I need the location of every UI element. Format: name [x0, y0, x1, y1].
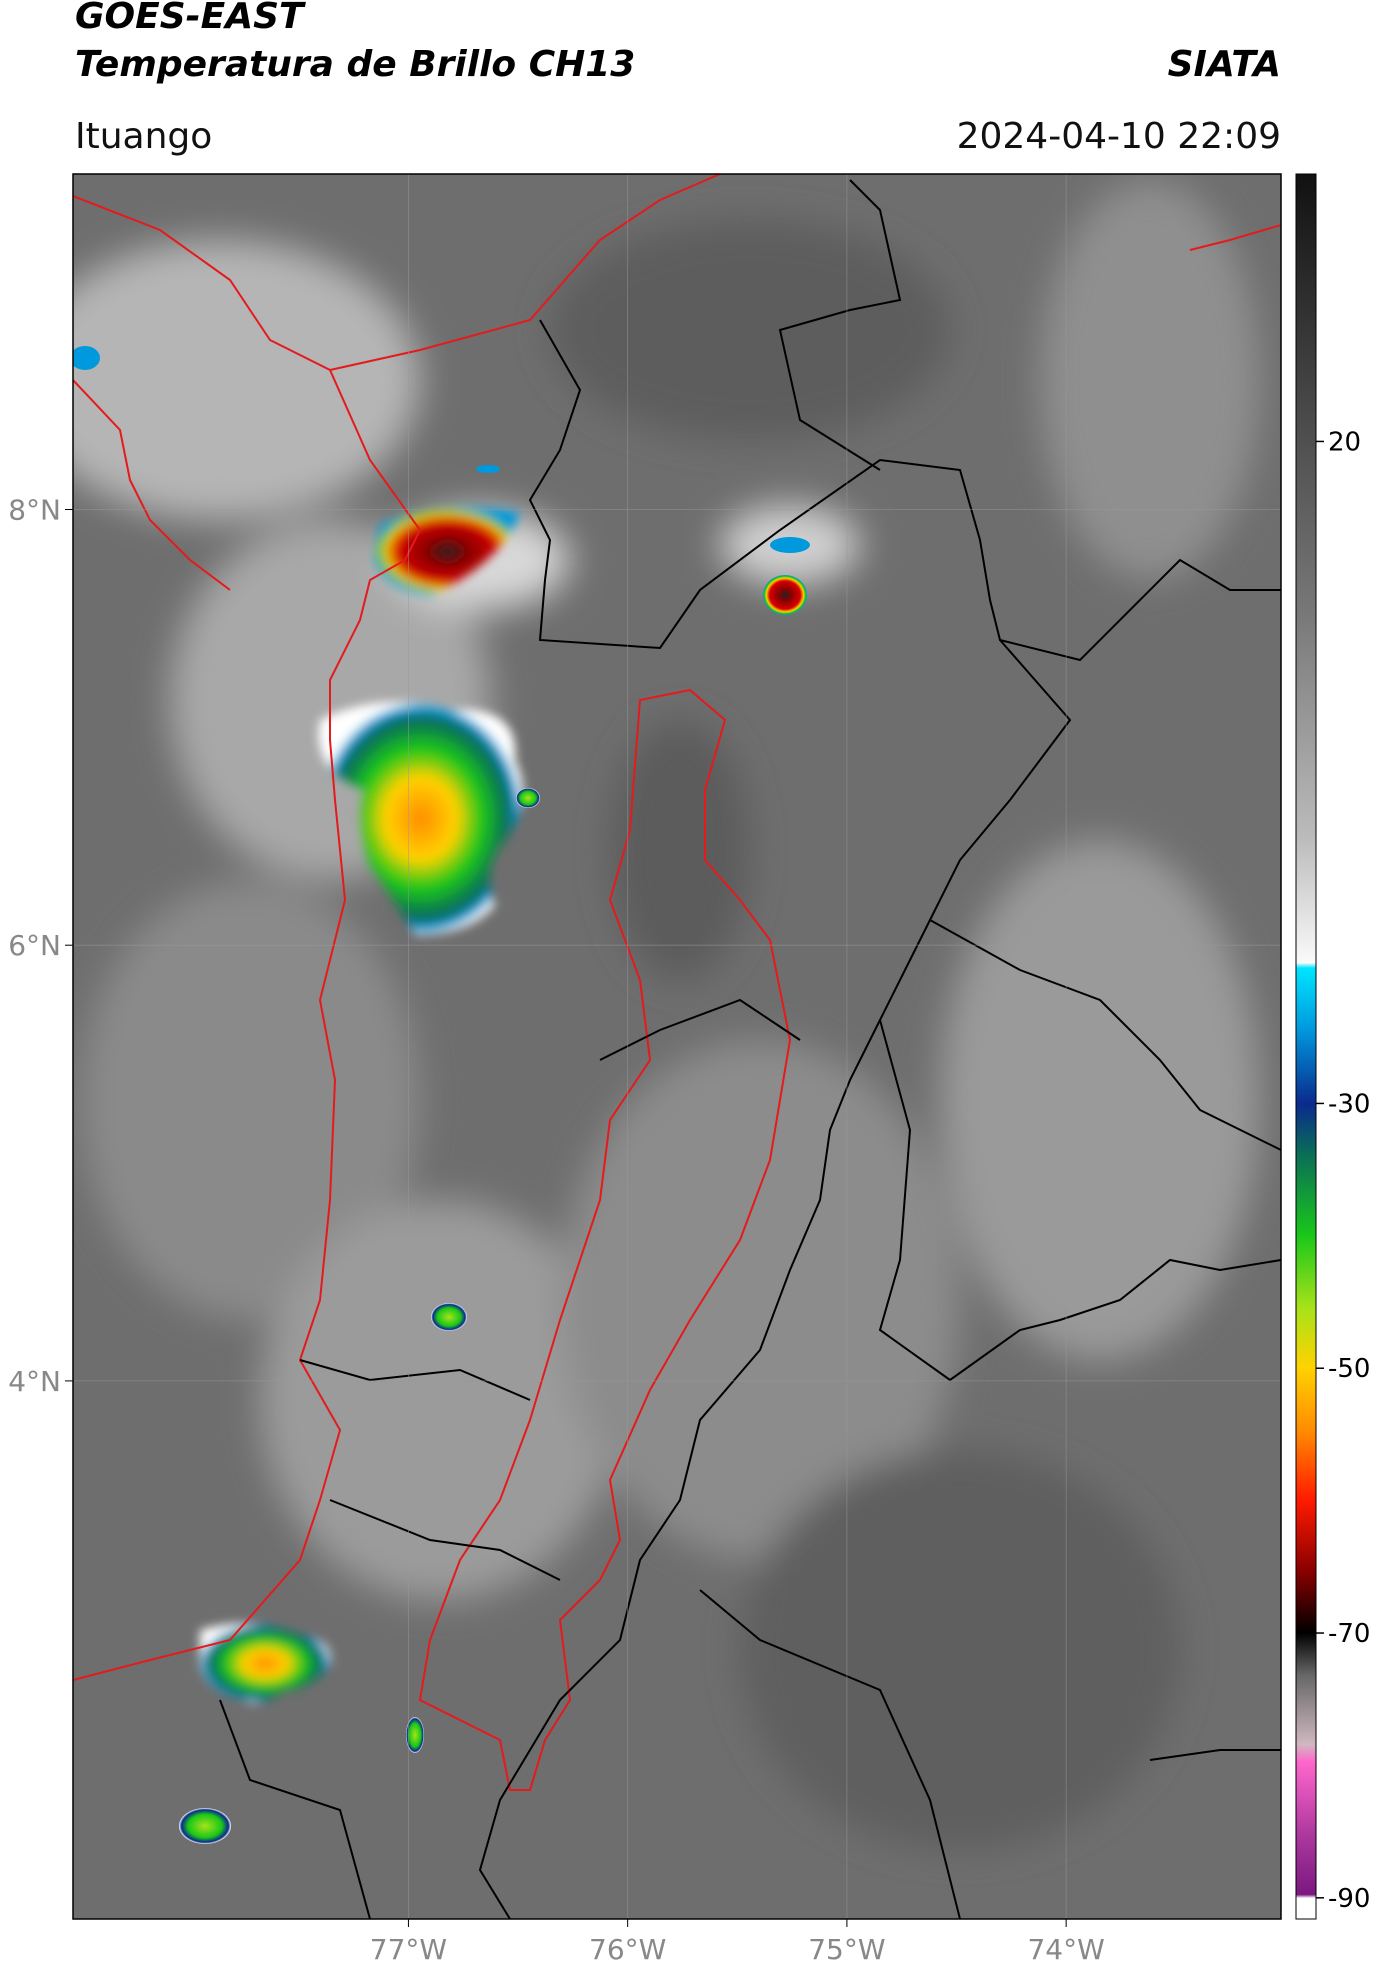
graticule [73, 174, 1281, 1919]
place: Ituango [75, 116, 212, 157]
colorbar [1295, 173, 1317, 1920]
colorbar-tick-label: -50 [1328, 1354, 1370, 1384]
y-tick-label: 6°N [8, 929, 61, 962]
map-lines [73, 174, 1281, 1919]
x-tick-label: 74°W [1027, 1933, 1104, 1966]
y-tick-label: 8°N [8, 493, 61, 526]
colorbar-tick-label: -70 [1328, 1619, 1370, 1649]
map-image [73, 174, 1281, 1919]
colorbar-tick-label: -30 [1328, 1089, 1370, 1119]
datetime: 2024-04-10 22:09 [957, 116, 1281, 157]
x-tick-label: 77°W [370, 1933, 447, 1966]
map-frame [72, 173, 1282, 1920]
y-tick-label: 4°N [8, 1365, 61, 1398]
cloud-field [73, 180, 1260, 1850]
colorbar-tick-label: 20 [1328, 427, 1361, 457]
title: GOES-EAST [75, 0, 306, 37]
convective-cells [73, 346, 810, 1844]
colorbar-tick-label: -90 [1328, 1884, 1370, 1914]
x-tick-label: 76°W [589, 1933, 666, 1966]
brand: SIATA [1168, 44, 1281, 85]
subtitle: Temperatura de Brillo CH13 [75, 44, 635, 85]
x-tick-label: 75°W [808, 1933, 885, 1966]
